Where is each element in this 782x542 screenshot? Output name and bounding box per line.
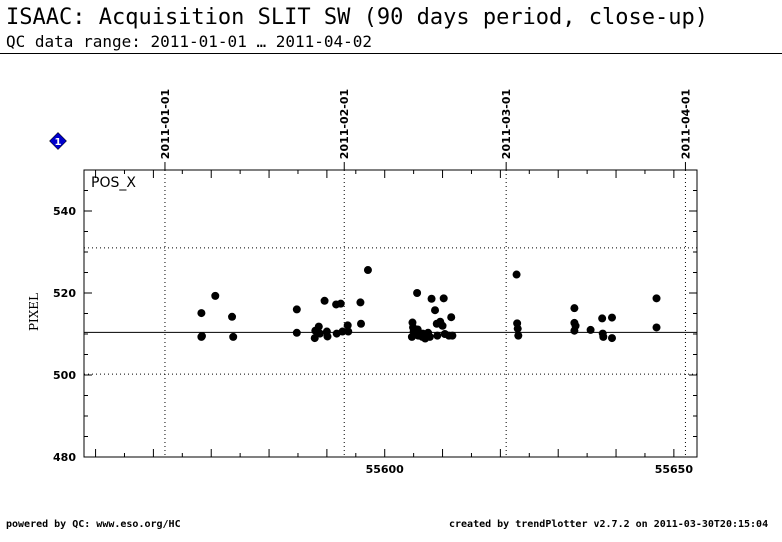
data-point — [570, 304, 579, 313]
data-point — [512, 270, 521, 279]
x-tick-label: 55650 — [655, 463, 694, 476]
data-point — [197, 332, 206, 341]
data-point — [211, 291, 220, 300]
data-point — [314, 322, 323, 331]
y-tick-label: 480 — [53, 451, 76, 464]
data-point — [652, 294, 661, 303]
data-point — [315, 329, 324, 338]
data-point — [599, 332, 608, 341]
data-point — [425, 332, 434, 341]
data-point — [323, 332, 332, 341]
y-axis-label: PIXEL — [27, 293, 41, 331]
date-tick-label: 2011-02-01 — [338, 89, 351, 159]
plot-frame — [83, 169, 698, 458]
y-tick-label: 520 — [53, 287, 76, 300]
data-point — [514, 331, 523, 340]
y-tick-label: 500 — [53, 369, 76, 382]
data-point — [320, 296, 329, 305]
data-point — [413, 289, 422, 297]
data-point — [344, 327, 353, 336]
data-point — [447, 313, 456, 322]
data-point — [513, 324, 522, 333]
data-point — [229, 332, 238, 341]
date-tick-label: 2011-03-01 — [500, 89, 513, 159]
data-point — [448, 331, 457, 340]
data-point — [571, 321, 580, 330]
data-point — [357, 319, 366, 328]
data-point — [607, 313, 616, 322]
x-tick-label: 55600 — [366, 463, 405, 476]
data-point — [431, 306, 440, 315]
data-point — [197, 309, 206, 318]
footer-powered-by: powered by QC: www.eso.org/HC — [6, 519, 181, 530]
data-point — [292, 305, 301, 314]
data-range-subtitle: QC data range: 2011-01-01 … 2011-04-02 — [6, 32, 373, 51]
date-tick-label: 2011-04-01 — [679, 89, 692, 159]
header-divider — [0, 53, 782, 54]
data-point — [356, 298, 365, 307]
date-tick-label: 2011-01-01 — [159, 89, 172, 159]
info-marker-label: 1 — [55, 137, 62, 148]
data-point — [292, 328, 301, 337]
data-point — [338, 327, 347, 336]
data-point — [433, 331, 442, 340]
data-point — [438, 321, 447, 330]
data-point — [336, 299, 345, 308]
data-point — [439, 294, 448, 303]
y-tick-label: 540 — [53, 205, 76, 218]
footer-created-by: created by trendPlotter v2.7.2 on 2011-0… — [449, 519, 769, 530]
data-point — [427, 294, 436, 303]
data-point — [343, 321, 352, 330]
info-marker-icon[interactable]: 1 — [49, 132, 67, 150]
data-point — [228, 312, 237, 321]
data-point — [607, 334, 616, 343]
data-point — [310, 334, 319, 343]
data-point — [363, 266, 372, 275]
page-title: ISAAC: Acquisition SLIT SW (90 days peri… — [6, 5, 708, 30]
data-point — [586, 325, 595, 334]
data-point — [652, 323, 661, 332]
data-point — [598, 314, 607, 323]
panel-label: POS_X — [91, 175, 136, 191]
